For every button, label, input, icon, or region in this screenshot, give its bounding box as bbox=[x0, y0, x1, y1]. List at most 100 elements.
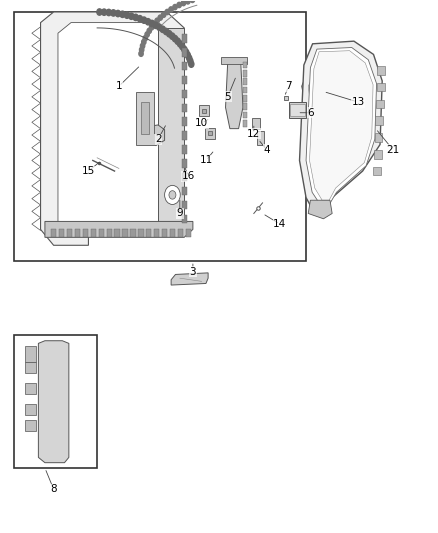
Bar bbox=[378, 66, 385, 75]
Bar bbox=[375, 116, 383, 125]
Bar bbox=[182, 62, 187, 70]
Bar bbox=[25, 405, 36, 415]
Bar bbox=[25, 383, 36, 394]
Circle shape bbox=[158, 15, 162, 20]
Bar bbox=[374, 150, 382, 158]
Bar bbox=[182, 215, 187, 223]
Polygon shape bbox=[39, 341, 69, 463]
Bar bbox=[243, 70, 247, 77]
Circle shape bbox=[102, 9, 107, 15]
Bar bbox=[146, 229, 152, 237]
Text: 7: 7 bbox=[285, 81, 292, 91]
Bar bbox=[182, 145, 187, 154]
Polygon shape bbox=[302, 65, 332, 118]
Bar bbox=[91, 229, 96, 237]
Bar bbox=[99, 229, 104, 237]
Circle shape bbox=[149, 20, 155, 27]
Text: 1: 1 bbox=[116, 81, 122, 91]
Polygon shape bbox=[221, 57, 247, 64]
Circle shape bbox=[137, 15, 142, 22]
Circle shape bbox=[177, 2, 181, 7]
Bar bbox=[25, 346, 36, 362]
Polygon shape bbox=[310, 51, 373, 200]
Bar bbox=[182, 159, 187, 167]
Bar bbox=[141, 102, 149, 134]
Bar bbox=[83, 229, 88, 237]
Polygon shape bbox=[147, 125, 165, 146]
Circle shape bbox=[155, 18, 159, 23]
Circle shape bbox=[165, 185, 180, 205]
Circle shape bbox=[162, 12, 166, 18]
Bar bbox=[289, 102, 306, 118]
Text: 4: 4 bbox=[264, 145, 270, 155]
Bar bbox=[373, 167, 381, 175]
Circle shape bbox=[189, 61, 194, 67]
Polygon shape bbox=[226, 60, 243, 128]
Circle shape bbox=[115, 10, 120, 17]
Bar bbox=[131, 229, 136, 237]
Bar bbox=[243, 95, 247, 101]
Circle shape bbox=[139, 51, 143, 56]
Bar bbox=[25, 420, 36, 431]
Circle shape bbox=[188, 58, 193, 64]
Bar bbox=[205, 127, 215, 139]
Circle shape bbox=[173, 4, 177, 10]
Bar bbox=[182, 131, 187, 140]
Polygon shape bbox=[308, 200, 332, 219]
Bar bbox=[67, 229, 72, 237]
Polygon shape bbox=[308, 73, 328, 110]
Text: 5: 5 bbox=[224, 92, 231, 102]
Circle shape bbox=[147, 28, 152, 34]
Bar bbox=[51, 229, 56, 237]
Text: 2: 2 bbox=[155, 134, 161, 144]
Circle shape bbox=[129, 13, 134, 19]
Bar bbox=[199, 105, 209, 116]
Bar bbox=[186, 229, 191, 237]
Circle shape bbox=[187, 55, 192, 61]
Circle shape bbox=[152, 21, 156, 27]
Text: 16: 16 bbox=[182, 172, 195, 181]
Bar bbox=[243, 112, 247, 118]
Circle shape bbox=[182, 46, 187, 53]
Text: 11: 11 bbox=[199, 156, 212, 165]
Polygon shape bbox=[158, 28, 184, 229]
Bar bbox=[243, 103, 247, 110]
Bar bbox=[257, 131, 264, 144]
Circle shape bbox=[120, 11, 125, 18]
Polygon shape bbox=[41, 12, 184, 245]
Circle shape bbox=[143, 36, 148, 41]
Circle shape bbox=[124, 12, 130, 18]
Bar bbox=[136, 92, 154, 144]
Bar bbox=[376, 100, 384, 108]
Bar bbox=[377, 83, 385, 91]
Polygon shape bbox=[58, 22, 176, 235]
Text: 12: 12 bbox=[247, 129, 261, 139]
Bar bbox=[59, 229, 64, 237]
Circle shape bbox=[141, 43, 145, 49]
Bar bbox=[243, 62, 247, 68]
Bar bbox=[123, 229, 127, 237]
Text: 3: 3 bbox=[190, 267, 196, 277]
Bar bbox=[170, 229, 175, 237]
Text: 9: 9 bbox=[177, 208, 183, 219]
Bar bbox=[162, 229, 167, 237]
Circle shape bbox=[139, 47, 144, 52]
Circle shape bbox=[141, 39, 146, 45]
Circle shape bbox=[145, 32, 149, 37]
Text: 6: 6 bbox=[307, 108, 314, 118]
Circle shape bbox=[149, 25, 154, 30]
Circle shape bbox=[133, 14, 138, 21]
Circle shape bbox=[173, 36, 178, 42]
Text: 15: 15 bbox=[82, 166, 95, 176]
Bar bbox=[374, 133, 382, 142]
Circle shape bbox=[185, 52, 191, 58]
Bar bbox=[182, 200, 187, 209]
Circle shape bbox=[169, 191, 176, 199]
Polygon shape bbox=[160, 174, 184, 217]
Bar bbox=[243, 120, 247, 126]
Bar bbox=[182, 173, 187, 181]
Circle shape bbox=[157, 24, 162, 30]
Bar bbox=[243, 87, 247, 93]
Circle shape bbox=[175, 38, 180, 44]
Text: 10: 10 bbox=[195, 118, 208, 128]
